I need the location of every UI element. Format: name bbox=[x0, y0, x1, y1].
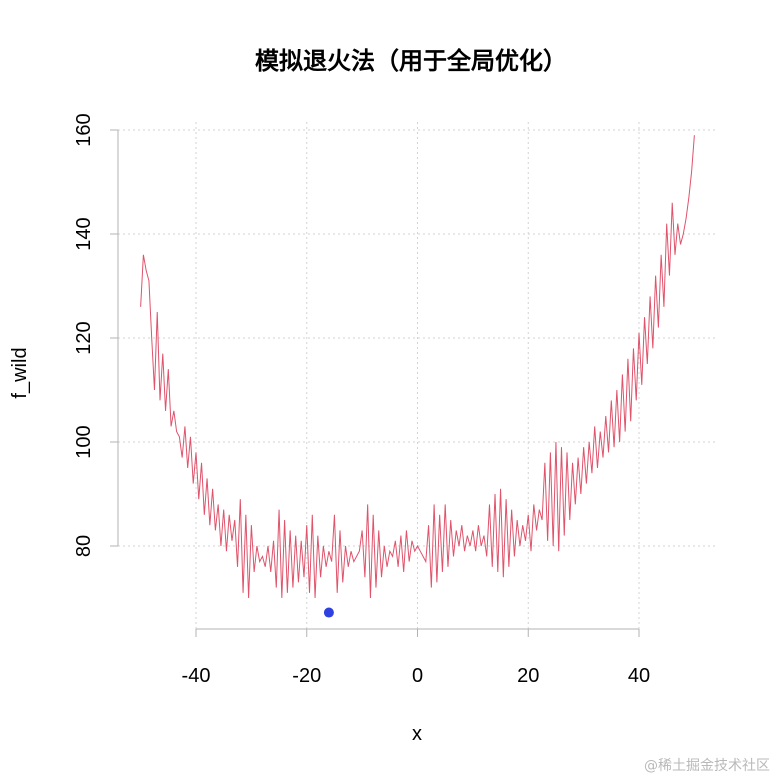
x-tick-label-3: 20 bbox=[517, 665, 539, 687]
x-tick-label-2: 0 bbox=[412, 665, 423, 687]
y-tick-label-0: 80 bbox=[73, 535, 95, 557]
y-tick-label-1: 100 bbox=[73, 425, 95, 458]
tick-marks bbox=[110, 129, 640, 637]
y-tick-label-2: 120 bbox=[73, 321, 95, 354]
x-tick-label-4: 40 bbox=[628, 665, 650, 687]
points bbox=[323, 607, 334, 618]
x-tick-label-1: -20 bbox=[292, 665, 321, 687]
series-line bbox=[140, 135, 695, 599]
x-tick-label-0: -40 bbox=[182, 665, 211, 687]
axes bbox=[117, 130, 639, 630]
minimum-point-0 bbox=[323, 607, 334, 618]
y-tick-label-4: 160 bbox=[73, 113, 95, 146]
grid-lines bbox=[118, 122, 716, 629]
x-axis-label: x bbox=[412, 723, 422, 745]
chart-title: 模拟退火法（用于全局优化） bbox=[255, 47, 567, 75]
tick-labels: -40 -20 0 20 40 80 100 120 140 160 bbox=[73, 113, 650, 687]
watermark: @稀土掘金技术社区 bbox=[644, 758, 770, 774]
y-axis-label: f_wild bbox=[9, 347, 31, 398]
y-tick-label-3: 140 bbox=[73, 217, 95, 250]
